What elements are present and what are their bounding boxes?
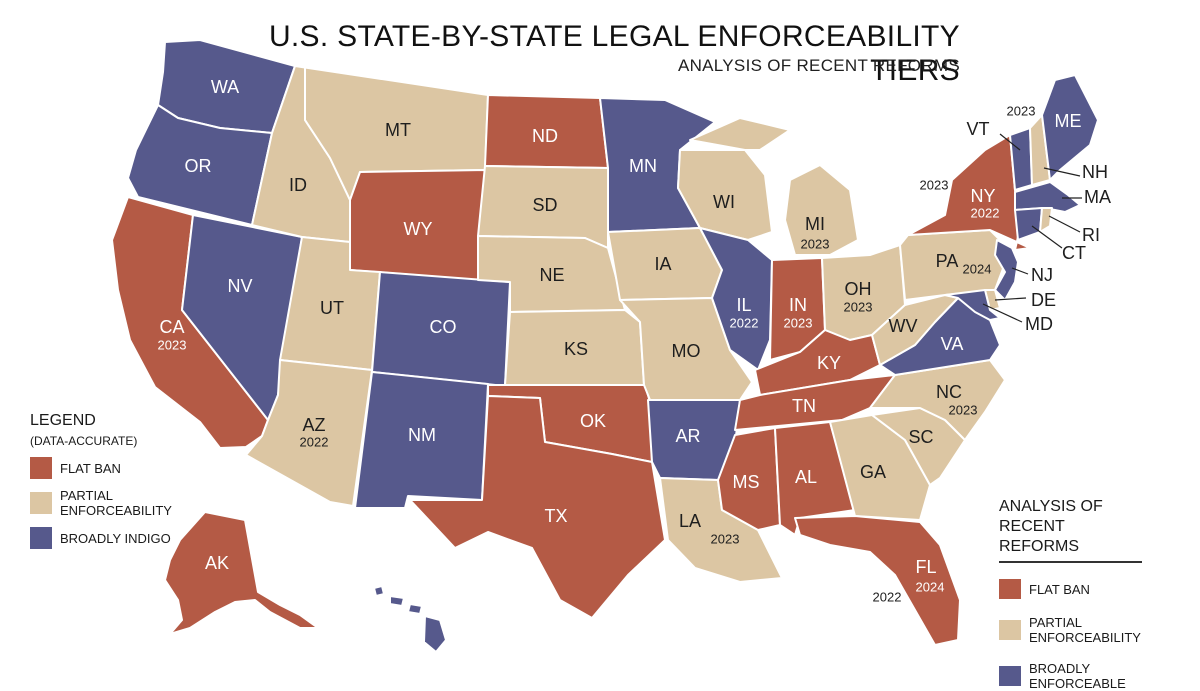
legend-left-item: BROADLY INDIGO bbox=[30, 527, 200, 549]
legend-swatch bbox=[30, 492, 52, 514]
state-NM[interactable] bbox=[354, 371, 489, 509]
legend-label: FLAT BAN bbox=[1029, 581, 1090, 597]
state-FL[interactable] bbox=[794, 515, 961, 646]
state-TX[interactable] bbox=[409, 395, 666, 619]
state-AK[interactable] bbox=[164, 511, 319, 635]
state-ME[interactable] bbox=[1041, 74, 1099, 181]
page-title: U.S. STATE-BY-STATE LEGAL ENFORCEABILITY… bbox=[268, 20, 960, 87]
state-HI[interactable] bbox=[373, 585, 447, 653]
legend-right-title: ANALYSIS OF RECENT REFORMS bbox=[999, 497, 1142, 563]
state-WI[interactable] bbox=[677, 149, 773, 241]
legend-label: BROADLY ENFORCEABLE bbox=[1029, 661, 1126, 691]
state-RI[interactable] bbox=[1039, 207, 1053, 233]
state-VT[interactable] bbox=[1009, 127, 1033, 191]
state-CO[interactable] bbox=[371, 271, 511, 387]
page-subtitle: ANALYSIS OF RECENT REFORMS bbox=[677, 56, 960, 75]
legend-label: FLAT BAN bbox=[60, 460, 121, 476]
legend-left-subtitle: (DATA-ACCURATE) bbox=[30, 434, 138, 448]
legend-left-item: FLAT BAN bbox=[30, 457, 200, 479]
state-WY[interactable] bbox=[349, 169, 486, 281]
legend-left-title: LEGEND bbox=[30, 412, 96, 429]
us-map bbox=[111, 39, 1099, 653]
legend-right-item: FLAT BAN bbox=[999, 579, 1189, 599]
legend-swatch bbox=[30, 457, 52, 479]
state-MI[interactable] bbox=[689, 117, 859, 256]
legend-label: PARTIAL ENFORCEABILITY bbox=[60, 488, 172, 518]
state-KS[interactable] bbox=[504, 309, 645, 386]
legend-left: LEGEND (DATA-ACCURATE) FLAT BAN PARTIAL … bbox=[30, 412, 200, 549]
legend-swatch bbox=[999, 666, 1021, 686]
legend-label: PARTIAL ENFORCEABILITY bbox=[1029, 615, 1141, 645]
legend-swatch bbox=[999, 620, 1021, 640]
state-CT[interactable] bbox=[1014, 207, 1043, 241]
legend-label: BROADLY INDIGO bbox=[60, 530, 171, 546]
state-ND[interactable] bbox=[484, 94, 609, 169]
legend-right-item: BROADLY ENFORCEABLE bbox=[999, 661, 1189, 691]
legend-swatch bbox=[30, 527, 52, 549]
legend-right: ANALYSIS OF RECENT REFORMS FLAT BAN PART… bbox=[999, 497, 1189, 691]
legend-swatch bbox=[999, 579, 1021, 599]
legend-left-item: PARTIAL ENFORCEABILITY bbox=[30, 488, 200, 518]
legend-right-item: PARTIAL ENFORCEABILITY bbox=[999, 615, 1189, 645]
